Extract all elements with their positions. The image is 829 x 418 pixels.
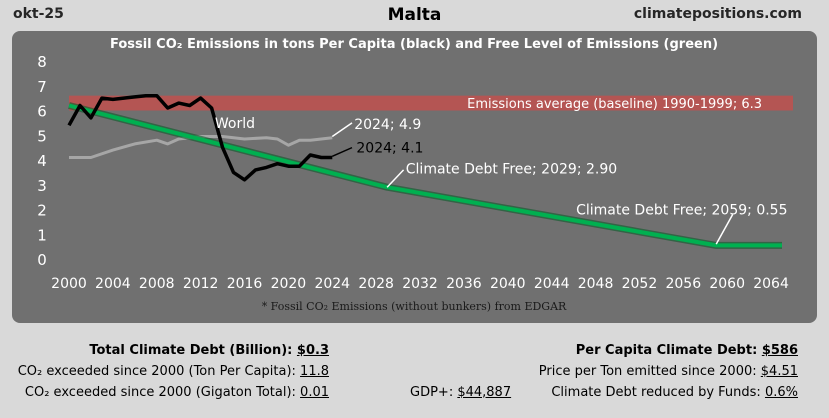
annotation-debt-free-2059-leader	[715, 214, 734, 245]
x-tick-label: 2012	[183, 276, 219, 292]
y-tick-label: 2	[37, 202, 47, 220]
annotation-debt-free-2029-leader	[386, 169, 405, 188]
per-capita-exceeded-label: CO₂ exceeded since 2000 (Ton Per Capita)…	[17, 364, 296, 379]
annotation-world: World	[215, 116, 255, 132]
total-debt-row: Total Climate Debt (Billion): $0.3	[89, 343, 329, 358]
chart-svg: Fossil CO₂ Emissions in tons Per Capita …	[37, 37, 793, 313]
x-tick-label: 2056	[665, 276, 701, 292]
annotation-debt-free-2029: Climate Debt Free; 2029; 2.90	[406, 162, 617, 178]
country-title: Malta	[387, 5, 442, 25]
per-capita-debt-label: Per Capita Climate Debt:	[575, 343, 758, 358]
x-tick-label: 2020	[271, 276, 307, 292]
baseline-band-label: Emissions average (baseline) 1990-1999; …	[467, 97, 762, 112]
total-debt-value: $0.3	[296, 343, 329, 358]
y-tick-label: 6	[37, 103, 47, 121]
date-label: okt-25	[13, 6, 64, 22]
gdp-value: $44,887	[457, 385, 512, 400]
x-tick-label: 2036	[446, 276, 482, 292]
per-capita-exceeded-value: 11.8	[300, 364, 329, 379]
x-tick-label: 2060	[709, 276, 745, 292]
total-debt-label: Total Climate Debt (Billion):	[89, 343, 293, 358]
baseline-band	[69, 95, 793, 111]
gdp-row: GDP+: $44,887	[410, 385, 511, 400]
x-tick-label: 2044	[534, 276, 570, 292]
x-tick-label: 2004	[95, 276, 131, 292]
price-row: Price per Ton emitted since 2000: $4.51	[539, 364, 798, 379]
x-tick-label: 2048	[578, 276, 614, 292]
price-value: $4.51	[760, 364, 798, 379]
gigaton-label: CO₂ exceeded since 2000 (Gigaton Total):	[24, 385, 296, 400]
annotation-debt-free-2059: Climate Debt Free; 2059; 0.55	[576, 203, 787, 219]
price-label: Price per Ton emitted since 2000:	[538, 364, 757, 379]
site-name: climatepositions.com	[633, 6, 802, 22]
x-tick-label: 2016	[227, 276, 263, 292]
annotation-malta-2024: 2024; 4.1	[356, 141, 423, 157]
gdp-label: GDP+:	[410, 385, 454, 400]
gigaton-value: 0.01	[300, 385, 329, 400]
annotation-world-2024: 2024; 4.9	[354, 117, 421, 133]
chart-title: Fossil CO₂ Emissions in tons Per Capita …	[110, 37, 718, 52]
per-capita-debt-value: $586	[761, 343, 798, 358]
series-malta-line	[67, 93, 333, 182]
per-capita-debt-row: Per Capita Climate Debt: $586	[576, 343, 798, 358]
y-tick-label: 8	[37, 53, 47, 71]
x-tick-label: 2040	[490, 276, 526, 292]
funds-label: Climate Debt reduced by Funds:	[551, 385, 761, 400]
funds-value: 0.6%	[764, 385, 798, 400]
y-tick-label: 7	[37, 78, 47, 96]
y-tick-label: 0	[37, 251, 47, 269]
per-capita-exceeded-row: CO₂ exceeded since 2000 (Ton Per Capita)…	[18, 364, 329, 379]
x-tick-label: 2000	[51, 276, 87, 292]
y-tick-label: 4	[37, 152, 47, 170]
y-tick-label: 5	[37, 127, 47, 145]
x-tick-label: 2008	[139, 276, 175, 292]
x-tick-label: 2052	[622, 276, 658, 292]
y-tick-label: 1	[37, 226, 47, 244]
annotation-malta-2024-leader	[331, 146, 353, 157]
y-tick-label: 3	[37, 177, 47, 195]
gigaton-row: CO₂ exceeded since 2000 (Gigaton Total):…	[25, 385, 329, 400]
series-world-line	[69, 135, 333, 159]
x-tick-label: 2032	[402, 276, 438, 292]
x-tick-label: 2028	[358, 276, 394, 292]
x-tick-label: 2064	[753, 276, 789, 292]
chart-panel: Fossil CO₂ Emissions in tons Per Capita …	[12, 31, 817, 323]
funds-row: Climate Debt reduced by Funds: 0.6%	[551, 385, 798, 400]
series-free-level-line	[68, 103, 782, 248]
x-tick-label: 2024	[314, 276, 350, 292]
chart-footnote: * Fossil CO₂ Emissions (without bunkers)…	[262, 300, 567, 313]
annotation-world-2024-leader	[331, 122, 353, 138]
